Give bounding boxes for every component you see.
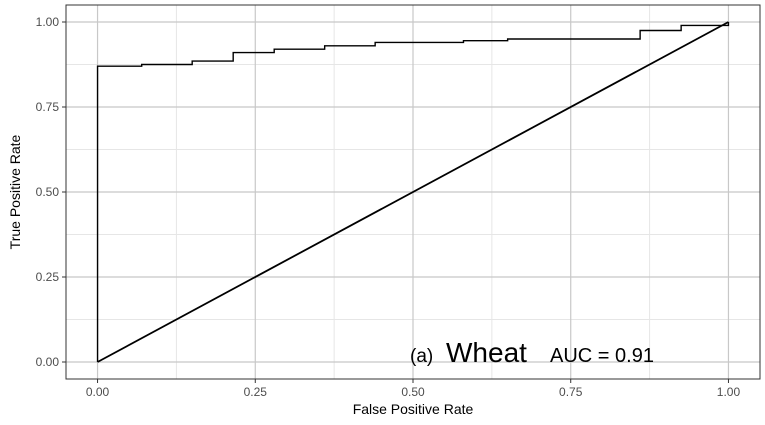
x-axis-ticks: 0.00 0.25 0.50 0.75 1.00 [86, 379, 741, 399]
auc-label: AUC = 0.91 [550, 345, 654, 367]
x-tick-label: 0.00 [86, 385, 110, 399]
y-tick-label: 0.75 [36, 100, 60, 114]
major-gridlines [66, 5, 760, 379]
crop-name-label: Wheat [446, 337, 527, 368]
y-axis-title: True Positive Rate [7, 134, 23, 249]
y-tick-label: 0.25 [36, 270, 60, 284]
x-tick-label: 0.50 [401, 385, 425, 399]
y-tick-label: 1.00 [36, 15, 60, 29]
series-layer [96, 21, 730, 363]
x-axis-title: False Positive Rate [353, 401, 474, 417]
x-tick-label: 0.75 [559, 385, 583, 399]
roc-curve-line [96, 22, 730, 362]
x-tick-label: 1.00 [717, 385, 741, 399]
y-tick-label: 0.00 [36, 355, 60, 369]
panel-label: (a) [410, 346, 433, 367]
diagonal-reference-line [97, 21, 729, 363]
y-tick-label: 0.50 [36, 185, 60, 199]
y-axis-ticks: 0.00 0.25 0.50 0.75 1.00 [36, 15, 66, 369]
x-tick-label: 0.25 [244, 385, 268, 399]
